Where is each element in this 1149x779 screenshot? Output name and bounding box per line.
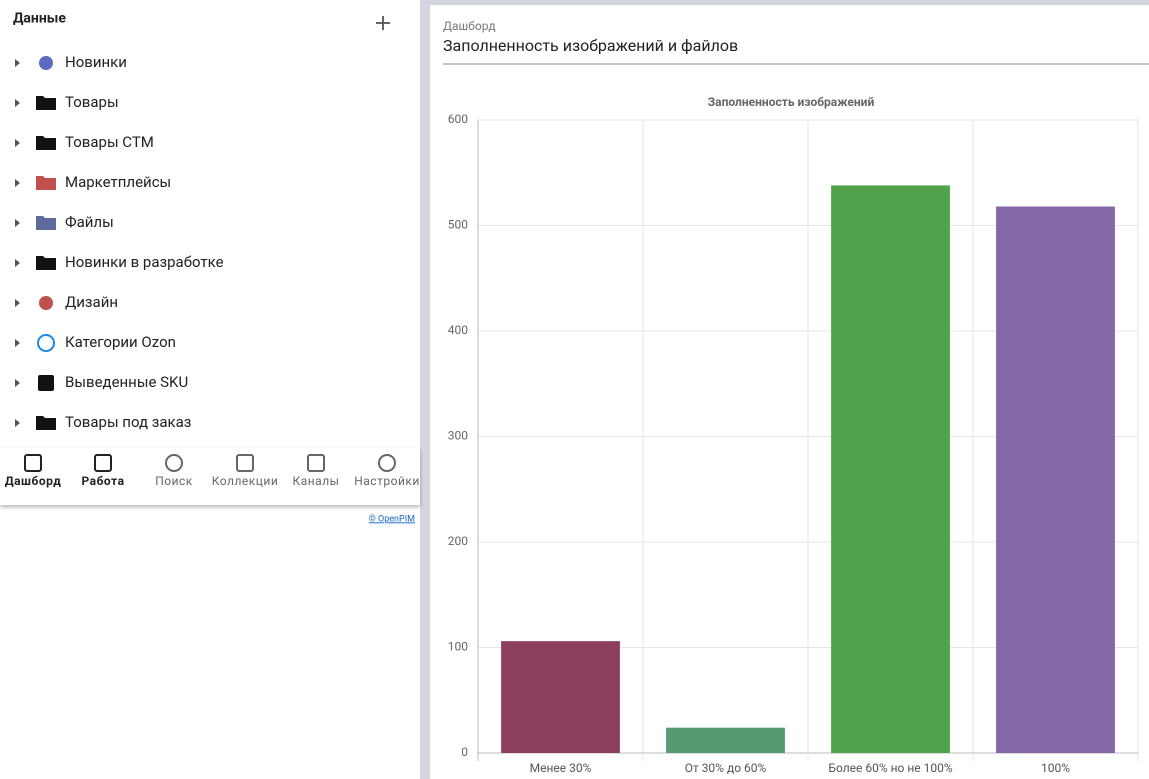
x-tick-label: Менее 30% <box>530 761 592 775</box>
nav-label: Работа <box>82 474 125 488</box>
item-label: Новинки в разработке <box>65 253 224 271</box>
nav-label: Поиск <box>155 474 193 488</box>
expand-arrow <box>15 139 20 147</box>
item-icon <box>36 96 56 110</box>
tree-item[interactable]: Товары СТМ <box>15 133 154 151</box>
nav-label: Коллекции <box>212 474 279 488</box>
nav-items: Дашборд Работа Поиск Коллекции Каналы Настрой… <box>5 454 420 488</box>
tree-item[interactable]: Категории Ozon <box>15 333 176 352</box>
y-tick-label: 200 <box>448 534 468 548</box>
item-label: Выведенные SKU <box>65 373 188 391</box>
x-tick-label: Более 60% но не 100% <box>828 761 952 775</box>
item-label: Категории Ozon <box>65 333 176 351</box>
footer-link[interactable]: © OpenPIM <box>369 514 415 524</box>
y-tick-label: 400 <box>448 323 468 337</box>
nav-icon <box>24 454 42 472</box>
nav-icon <box>94 454 112 472</box>
item-label: Товары <box>65 93 119 111</box>
nav-label: Дашборд <box>5 474 62 488</box>
expand-arrow <box>15 219 20 227</box>
nav-icon <box>236 454 254 472</box>
nav-item[interactable]: Каналы <box>293 454 340 488</box>
bar <box>831 185 950 753</box>
tree-item[interactable]: Новинки в разработке <box>15 253 224 271</box>
breadcrumb: Дашборд <box>443 19 496 33</box>
tree-item[interactable]: Выведенные SKU <box>15 373 188 391</box>
item-icon <box>36 136 56 150</box>
nav-item[interactable]: Дашборд <box>5 454 62 488</box>
nav-icon <box>165 454 183 472</box>
item-label: Новинки <box>65 53 127 71</box>
bar <box>996 206 1115 753</box>
chart: 0 100 200 300 400 500 600 Менее 30% От 30% до 60… <box>448 112 1139 775</box>
item-icon <box>36 216 56 230</box>
item-label: Маркетплейсы <box>65 173 171 191</box>
splitter[interactable] <box>420 0 430 779</box>
expand-arrow <box>15 259 20 267</box>
y-tick-label: 500 <box>448 218 468 232</box>
expand-arrow <box>15 419 20 427</box>
tree: Новинки Товары Товары СТМ Маркетплейсы Файлы… <box>15 53 224 431</box>
item-label: Товары СТМ <box>65 133 154 151</box>
item-icon <box>36 176 56 190</box>
bottom-nav <box>0 448 420 505</box>
expand-arrow <box>15 339 20 347</box>
expand-arrow <box>15 59 20 67</box>
tree-item[interactable]: Маркетплейсы <box>15 173 171 191</box>
add-button[interactable] <box>376 16 390 30</box>
bar <box>501 641 620 753</box>
chart-title: Заполненность изображений <box>708 95 875 109</box>
item-icon <box>37 334 55 352</box>
item-icon <box>39 56 53 70</box>
nav-label: Каналы <box>293 474 340 488</box>
nav-label: Настройки <box>354 474 420 488</box>
nav-icon <box>378 454 396 472</box>
item-label: Файлы <box>65 213 114 231</box>
tree-item[interactable]: Файлы <box>15 213 114 231</box>
item-icon <box>36 416 56 430</box>
item-icon <box>36 256 56 270</box>
expand-arrow <box>15 299 20 307</box>
page-title: Заполненность изображений и файлов <box>443 36 738 55</box>
x-tick-label: От 30% до 60% <box>685 761 767 775</box>
nav-icon <box>307 454 325 472</box>
nav-item[interactable]: Коллекции <box>212 454 279 488</box>
tree-item[interactable]: Товары <box>15 93 119 111</box>
y-tick-label: 600 <box>448 112 468 126</box>
item-icon <box>38 375 54 391</box>
item-label: Товары под заказ <box>65 413 191 431</box>
y-tick-label: 100 <box>448 640 468 654</box>
item-icon <box>39 296 53 310</box>
tree-item[interactable]: Товары под заказ <box>15 413 191 431</box>
y-tick-label: 0 <box>461 745 468 759</box>
expand-arrow <box>15 99 20 107</box>
y-tick-label: 300 <box>448 429 468 443</box>
tree-item[interactable]: Новинки <box>15 53 127 71</box>
sidebar-title: Данные <box>13 11 66 27</box>
x-tick-label: 100% <box>1041 761 1070 775</box>
expand-arrow <box>15 179 20 187</box>
item-label: Дизайн <box>65 293 118 311</box>
tree-item[interactable]: Дизайн <box>15 293 118 311</box>
nav-item[interactable]: Настройки <box>354 454 420 488</box>
bar <box>666 727 785 753</box>
expand-arrow <box>15 379 20 387</box>
nav-item[interactable]: Поиск <box>155 454 193 488</box>
nav-item[interactable]: Работа <box>82 454 125 488</box>
top-strip <box>430 0 1149 5</box>
